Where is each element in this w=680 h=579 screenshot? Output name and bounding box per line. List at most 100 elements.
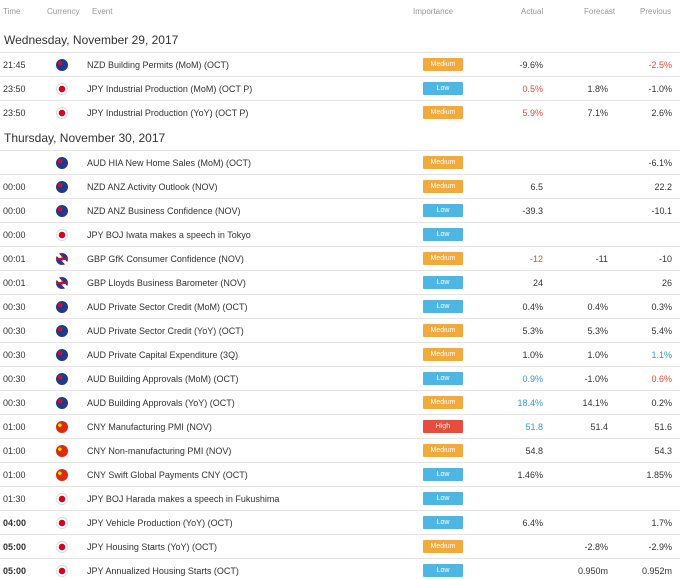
actual-value: 1.46% bbox=[517, 470, 543, 480]
cny-flag-icon bbox=[56, 445, 68, 457]
actual-value: 24 bbox=[532, 278, 543, 288]
event-time: 01:00 bbox=[3, 446, 26, 456]
aud-flag-icon bbox=[56, 301, 68, 313]
event-row[interactable]: 00:30 AUD Building Approvals (MoM) (OCT) L… bbox=[0, 366, 680, 390]
event-name[interactable]: JPY Annualized Housing Starts (OCT) bbox=[87, 566, 239, 576]
event-row[interactable]: 00:30 AUD Private Capital Expenditure (3Q… bbox=[0, 342, 680, 366]
event-row[interactable]: 23:50 JPY Industrial Production (MoM) (OC… bbox=[0, 76, 680, 100]
nzd-flag-icon bbox=[56, 59, 68, 71]
cny-flag-icon bbox=[56, 421, 68, 433]
importance-badge: Low bbox=[423, 516, 463, 529]
event-name[interactable]: JPY Industrial Production (MoM) (OCT P) bbox=[87, 84, 253, 94]
previous-value: 1.7% bbox=[651, 518, 672, 528]
event-row[interactable]: 00:00 NZD ANZ Business Confidence (NOV) Lo… bbox=[0, 198, 680, 222]
importance-badge: Low bbox=[423, 468, 463, 481]
actual-value: 6.4% bbox=[522, 518, 543, 528]
event-time: 00:30 bbox=[3, 302, 26, 312]
importance-badge: Low bbox=[423, 492, 463, 505]
actual-value: 54.8 bbox=[525, 446, 543, 456]
previous-value: 1.85% bbox=[646, 470, 672, 480]
event-time: 05:00 bbox=[3, 566, 27, 576]
forecast-value: 1.8% bbox=[587, 84, 608, 94]
event-name[interactable]: GBP GfK Consumer Confidence (NOV) bbox=[87, 254, 244, 264]
event-name[interactable]: JPY BOJ Iwata makes a speech in Tokyo bbox=[87, 230, 251, 240]
event-name[interactable]: NZD ANZ Business Confidence (NOV) bbox=[87, 206, 241, 216]
event-name[interactable]: JPY BOJ Harada makes a speech in Fukushi… bbox=[87, 494, 280, 504]
importance-badge: Medium bbox=[423, 252, 463, 265]
previous-value: 5.4% bbox=[651, 326, 672, 336]
event-row[interactable]: 05:00 JPY Annualized Housing Starts (OCT)… bbox=[0, 558, 680, 579]
event-row[interactable]: 00:00 JPY BOJ Iwata makes a speech in Tok… bbox=[0, 222, 680, 246]
event-row[interactable]: 00:30 AUD Private Sector Credit (MoM) (OC… bbox=[0, 294, 680, 318]
actual-value: 5.9% bbox=[522, 108, 543, 118]
forecast-value: 51.4 bbox=[590, 422, 608, 432]
event-name[interactable]: GBP Lloyds Business Barometer (NOV) bbox=[87, 278, 246, 288]
importance-badge: Low bbox=[423, 228, 463, 241]
aud-flag-icon bbox=[56, 325, 68, 337]
previous-value: 54.3 bbox=[654, 446, 672, 456]
event-time: 04:00 bbox=[3, 518, 27, 528]
importance-badge: Medium bbox=[423, 58, 463, 71]
event-row[interactable]: 00:30 AUD Private Sector Credit (YoY) (OC… bbox=[0, 318, 680, 342]
event-name[interactable]: AUD Building Approvals (YoY) (OCT) bbox=[87, 398, 235, 408]
event-name[interactable]: CNY Manufacturing PMI (NOV) bbox=[87, 422, 212, 432]
previous-value: 0.2% bbox=[651, 398, 672, 408]
event-row[interactable]: 01:00 CNY Manufacturing PMI (NOV) High 51.8… bbox=[0, 414, 680, 438]
forecast-value: 0.4% bbox=[587, 302, 608, 312]
actual-value: 51.8 bbox=[525, 422, 543, 432]
importance-badge: Low bbox=[423, 82, 463, 95]
event-row[interactable]: 05:00 JPY Housing Starts (YoY) (OCT) Mediu… bbox=[0, 534, 680, 558]
importance-badge: Medium bbox=[423, 540, 463, 553]
event-name[interactable]: AUD Private Sector Credit (MoM) (OCT) bbox=[87, 302, 248, 312]
event-name[interactable]: AUD Building Approvals (MoM) (OCT) bbox=[87, 374, 239, 384]
event-row[interactable]: 01:30 JPY BOJ Harada makes a speech in Fu… bbox=[0, 486, 680, 510]
event-time: 01:00 bbox=[3, 422, 26, 432]
event-name[interactable]: AUD HIA New Home Sales (MoM) (OCT) bbox=[87, 158, 252, 168]
event-name[interactable]: NZD ANZ Activity Outlook (NOV) bbox=[87, 182, 218, 192]
event-time: 00:01 bbox=[3, 254, 26, 264]
event-time: 01:00 bbox=[3, 470, 26, 480]
event-row[interactable]: 00:01 GBP GfK Consumer Confidence (NOV) Me… bbox=[0, 246, 680, 270]
day-heading: Wednesday, November 29, 2017 bbox=[4, 33, 179, 47]
event-row[interactable]: 00:01 GBP Lloyds Business Barometer (NOV)… bbox=[0, 270, 680, 294]
aud-flag-icon bbox=[56, 349, 68, 361]
event-row[interactable]: 00:00 NZD ANZ Activity Outlook (NOV) Mediu… bbox=[0, 174, 680, 198]
column-header-currency: Currency bbox=[47, 7, 80, 16]
event-time: 00:00 bbox=[3, 230, 26, 240]
event-row[interactable]: 00:30 AUD Building Approvals (YoY) (OCT) M… bbox=[0, 390, 680, 414]
event-row[interactable]: 04:00 JPY Vehicle Production (YoY) (OCT) L… bbox=[0, 510, 680, 534]
event-row[interactable]: 21:45 NZD Building Permits (MoM) (OCT) Med… bbox=[0, 52, 680, 76]
actual-value: 0.4% bbox=[522, 302, 543, 312]
actual-value: 18.4% bbox=[517, 398, 543, 408]
event-row[interactable]: 23:50 JPY Industrial Production (YoY) (OC… bbox=[0, 100, 680, 124]
event-time: 00:00 bbox=[3, 206, 26, 216]
event-time: 00:30 bbox=[3, 398, 26, 408]
event-name[interactable]: NZD Building Permits (MoM) (OCT) bbox=[87, 60, 230, 70]
importance-badge: Medium bbox=[423, 180, 463, 193]
jpy-flag-icon bbox=[56, 229, 68, 241]
event-row[interactable]: AUD HIA New Home Sales (MoM) (OCT) Medium… bbox=[0, 150, 680, 174]
event-name[interactable]: AUD Private Sector Credit (YoY) (OCT) bbox=[87, 326, 244, 336]
event-row[interactable]: 01:00 CNY Non-manufacturing PMI (NOV) Medi… bbox=[0, 438, 680, 462]
forecast-value: -1.0% bbox=[584, 374, 608, 384]
forecast-value: -2.8% bbox=[584, 542, 608, 552]
previous-value: 26 bbox=[661, 278, 672, 288]
column-header-importance: Importance bbox=[413, 7, 454, 16]
event-name[interactable]: JPY Industrial Production (YoY) (OCT P) bbox=[87, 108, 249, 118]
event-time: 23:50 bbox=[3, 108, 26, 118]
event-name[interactable]: JPY Vehicle Production (YoY) (OCT) bbox=[87, 518, 233, 528]
importance-badge: Low bbox=[423, 372, 463, 385]
importance-badge: Medium bbox=[423, 324, 463, 337]
event-row[interactable]: 01:00 CNY Swift Global Payments CNY (OCT)… bbox=[0, 462, 680, 486]
actual-value: -12 bbox=[529, 254, 543, 264]
event-name[interactable]: AUD Private Capital Expenditure (3Q) bbox=[87, 350, 239, 360]
event-time: 21:45 bbox=[3, 60, 26, 70]
previous-value: 0.952m bbox=[641, 566, 672, 576]
event-name[interactable]: CNY Swift Global Payments CNY (OCT) bbox=[87, 470, 248, 480]
event-name[interactable]: JPY Housing Starts (YoY) (OCT) bbox=[87, 542, 218, 552]
jpy-flag-icon bbox=[56, 107, 68, 119]
nzd-flag-icon bbox=[56, 205, 68, 217]
forecast-value: 1.0% bbox=[587, 350, 608, 360]
gbp-flag-icon bbox=[56, 277, 68, 289]
event-name[interactable]: CNY Non-manufacturing PMI (NOV) bbox=[87, 446, 232, 456]
